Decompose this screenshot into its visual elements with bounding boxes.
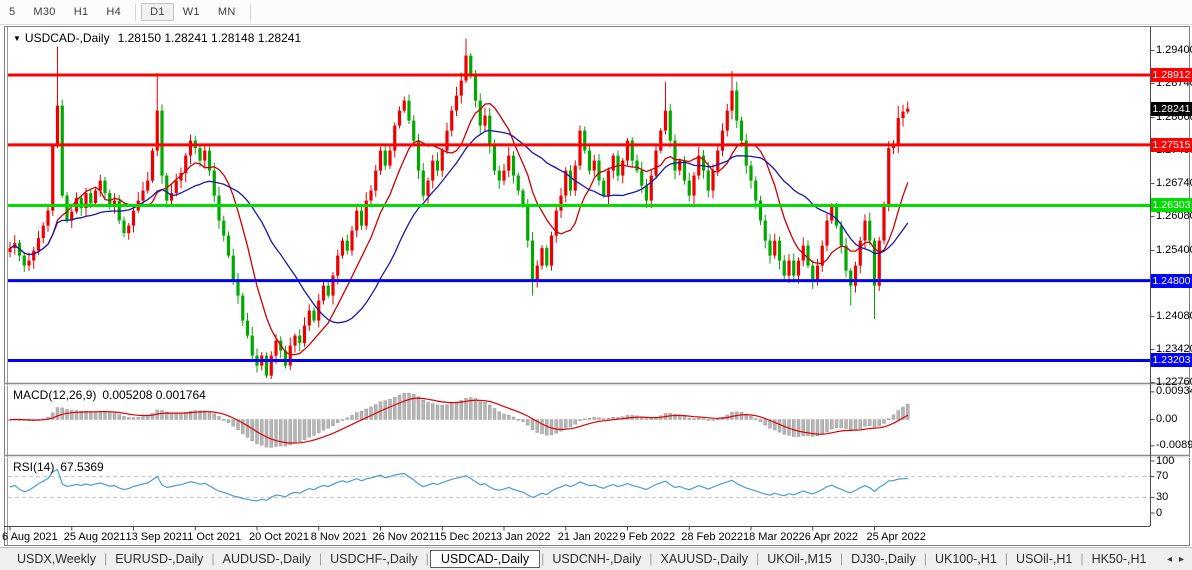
date-tick-label: 25 Aug 2021 [63,531,126,543]
price-tick-label: 1.22760 [1156,376,1192,389]
tab-separator: | [756,552,760,566]
symbol-tab-usdx-weekly[interactable]: USDX,Weekly [17,552,96,566]
candlestick-series [8,38,910,380]
rsi-tick-label: 0 [1156,506,1163,519]
tab-separator: | [211,552,215,566]
date-tick-label: 8 Nov 2021 [310,531,368,543]
date-tick-label: 28 Feb 2022 [681,531,744,543]
timeframe-button-w1[interactable]: W1 [182,6,200,18]
dropdown-arrow-icon[interactable]: ▼ [13,34,21,43]
price-badge-level: 1.28912 [1151,68,1192,82]
timeframe-button-mn[interactable]: MN [217,6,236,18]
date-tick-label: 3 Jan 2022 [496,531,551,543]
symbol-tab-usdcad-daily[interactable]: USDCAD-,Daily [429,550,541,568]
price-tick-label: 1.24080 [1156,310,1192,323]
timeframe-button-m30[interactable]: M30 [33,6,56,18]
toolbar-separator [249,3,251,21]
date-tick-label: 26 Nov 2021 [372,531,435,543]
timeframe-button-5[interactable]: 5 [9,6,16,18]
price-badge-level: 1.26303 [1151,198,1192,213]
date-tick-label: 9 Feb 2022 [619,531,676,543]
macd-signal-line [10,397,909,444]
price-badge-level: 1.27515 [1151,137,1192,152]
tab-separator: | [318,552,323,566]
date-tick-label: 1 Oct 2021 [187,531,242,543]
tab-separator: | [541,552,545,566]
rsi-value: 67.5369 [60,460,104,474]
rsi-tick-label: 100 [1156,454,1175,467]
macd-tick-label: 0.00 [1156,413,1178,425]
tab-scroll-left-icon[interactable]: ◂ [1166,553,1172,565]
tab-separator: | [1080,552,1084,566]
chart-symbol-label: USDCAD-,Daily [24,31,110,45]
timeframe-button-h4[interactable]: H4 [106,6,122,18]
date-tick-label: 20 Oct 2021 [249,531,309,543]
macd-tick-label: -0.00890 [1156,439,1192,452]
price-tick-label: 1.26080 [1156,210,1192,223]
rsi-tick-label: 30 [1156,490,1169,503]
rsi-line [9,468,908,502]
macd-values: 0.005208 0.001764 [102,388,206,402]
date-tick-label: 6 Apr 2022 [804,531,858,543]
chart-title: ▼ USDCAD-,Daily 1.28150 1.28241 1.28148 1.… [13,31,301,45]
price-tick-label: 1.29400 [1156,44,1192,57]
symbol-tab-usoil-h1[interactable]: USOil-,H1 [1016,552,1073,566]
tab-scroll-right-icon[interactable]: ▸ [1178,553,1184,565]
tab-separator: | [103,552,108,566]
symbol-tab-audusd-daily[interactable]: AUDUSD-,Daily [222,552,311,566]
rsi-indicator-label: RSI(14) 67.5369 [13,460,110,474]
macd-indicator-label: MACD(12,26,9) 0.005208 0.001764 [13,388,212,402]
symbol-tab-dj30-daily[interactable]: DJ30-,Daily [851,552,916,566]
timeframe-button-h1[interactable]: H1 [73,6,89,18]
toolbar-separator [135,3,137,21]
symbol-tab-uk100-h1[interactable]: UK100-,H1 [934,552,997,566]
date-tick-label: 25 Apr 2022 [866,531,926,543]
date-tick-label: 13 Sep 2021 [125,531,188,543]
price-badge-level: 1.23203 [1151,353,1192,368]
tab-separator: | [923,552,927,566]
price-badge-current: 1.28241 [1151,101,1192,116]
symbol-tab-eurusd-daily[interactable]: EURUSD-,Daily [115,552,204,566]
symbol-tab-ukoil-m15[interactable]: UKOil-,M15 [767,552,832,566]
timeframe-toolbar: 5 M30 H1 H4 D1 W1 MN [0,0,1192,25]
symbol-tab-hk50-h1[interactable]: HK50-,H1 [1091,552,1147,566]
symbol-tab-usdchf-daily[interactable]: USDCHF-,Daily [330,552,418,566]
price-tick-label: 1.25400 [1156,244,1192,257]
price-badge-level: 1.24800 [1151,273,1192,288]
macd-name: MACD(12,26,9) [13,388,97,402]
price-tick-label: 1.26740 [1156,177,1192,190]
rsi-tick-label: 70 [1156,470,1169,483]
chart-ohlc-values: 1.28150 1.28241 1.28148 1.28241 [117,31,302,45]
date-tick-label: 15 Dec 2021 [434,531,497,543]
macd-tick-label: 0.009345 [1156,385,1192,398]
ma-fast-line [9,102,909,356]
date-tick-label: 21 Jan 2022 [557,531,619,543]
date-tick-label: 6 Aug 2021 [2,531,58,543]
tab-separator: | [1004,552,1009,566]
symbol-tab-usdcnh-daily[interactable]: USDCNH-,Daily [552,552,642,566]
tab-separator: | [839,552,844,566]
timeframe-button-d1[interactable]: D1 [141,3,174,21]
rsi-name: RSI(14) [13,460,55,474]
tab-separator: | [425,552,429,566]
date-tick-label: 18 Mar 2022 [743,531,805,543]
tab-scroll-controls: ◂ ▸ [1167,554,1192,565]
price-tick-label: 1.23420 [1156,343,1192,356]
symbol-tab-bar: USDX,Weekly | EURUSD-,Daily | AUDUSD-,Daily |… [0,547,1192,570]
tab-separator: | [649,552,653,566]
ma-slow-line [9,129,909,324]
symbol-tab-xauusd-daily[interactable]: XAUUSD-,Daily [660,552,748,566]
